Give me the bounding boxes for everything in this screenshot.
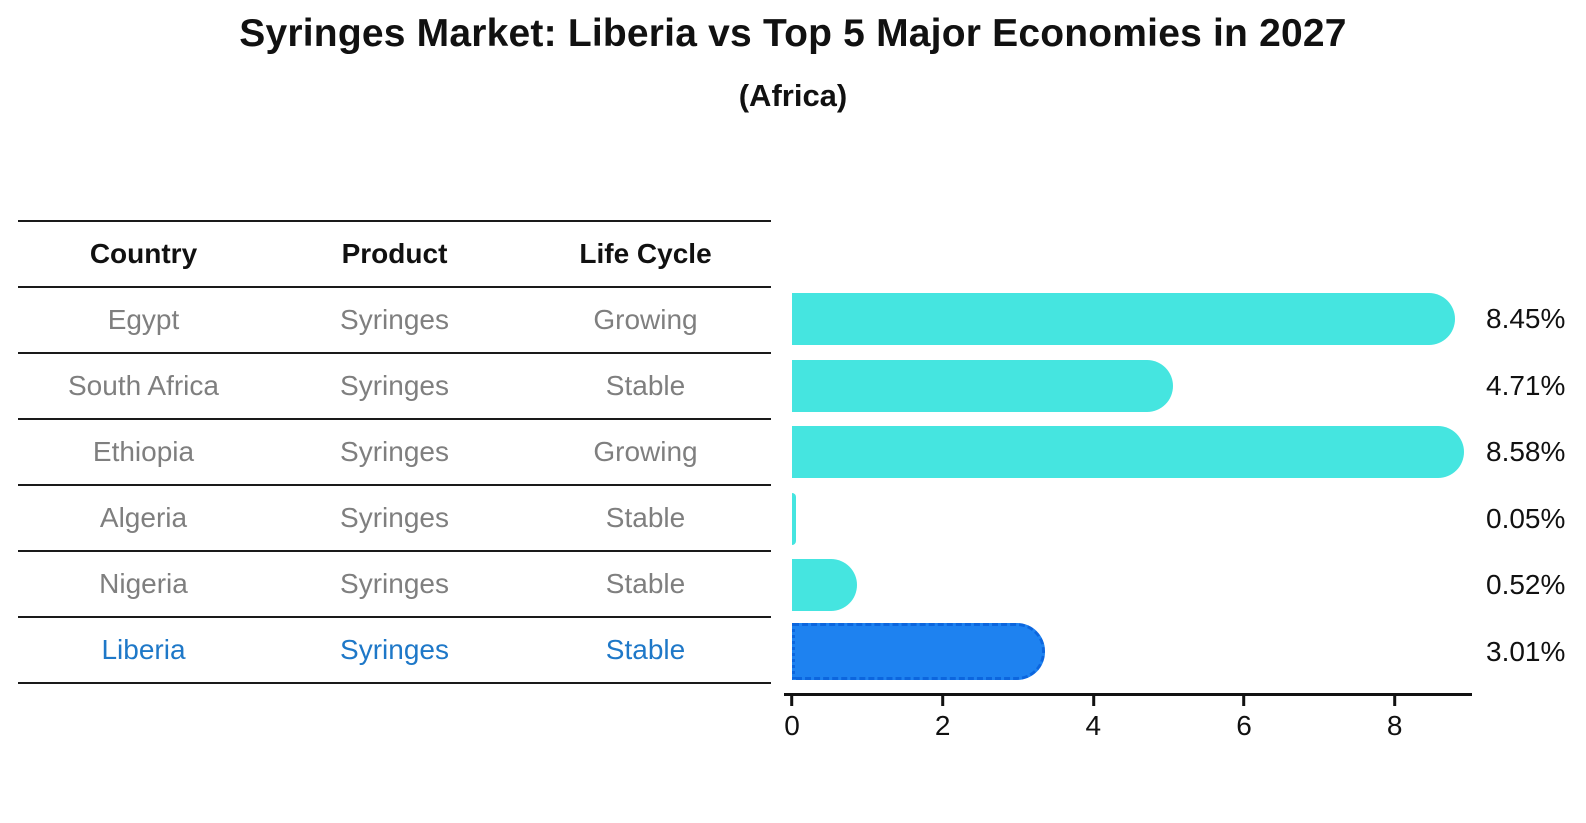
cell-lifecycle: Stable [605, 502, 686, 533]
chart-title: Syringes Market: Liberia vs Top 5 Major … [239, 12, 1347, 55]
tick-mark [1393, 694, 1397, 706]
bar-row-nigeria: 0.52% [792, 552, 1565, 619]
tick-label: 8 [1386, 710, 1403, 741]
table-row-south-africa: South Africa Syringes Stable [18, 353, 771, 419]
bar-row-egypt: 8.45% [792, 286, 1565, 353]
bar-row-algeria: 0.05% [792, 486, 1565, 553]
table-row-algeria: Algeria Syringes Stable [18, 485, 771, 551]
bar-value-label: 0.52% [1486, 569, 1566, 601]
bar-egypt [792, 293, 1455, 346]
cell-country: Ethiopia [92, 436, 195, 467]
tick-mark [1242, 694, 1246, 706]
bar-value-label: 4.71% [1486, 369, 1566, 401]
tick-label: 2 [934, 710, 951, 741]
table-row-egypt: Egypt Syringes Growing [18, 287, 771, 353]
bar-value-label: 0.05% [1486, 502, 1566, 534]
cell-product: Syringes [340, 370, 449, 401]
bar-ethiopia [792, 426, 1465, 479]
x-axis-tick-2: 2 [934, 694, 951, 742]
cell-lifecycle: Growing [593, 304, 698, 335]
bar-row-ethiopia: 8.58% [792, 419, 1565, 486]
tick-mark [1091, 694, 1095, 706]
tick-mark [941, 694, 945, 706]
column-header-country: Country [89, 238, 198, 269]
bar-nigeria [792, 559, 858, 612]
bar-row-liberia: 3.01% [792, 619, 1565, 686]
column-header-product: Product [341, 238, 448, 269]
bar-row-south-africa: 4.71% [792, 353, 1565, 420]
table-row-nigeria: Nigeria Syringes Stable [18, 551, 771, 617]
country-info-table: Country Product Life Cycle Egypt Syringe… [18, 220, 771, 684]
cell-lifecycle: Growing [593, 436, 698, 467]
bar-chart: 8.45% 4.71% 8.58% 0.05% 0.52% 3.01% [792, 286, 1565, 686]
x-axis-tick-8: 8 [1386, 694, 1403, 742]
bar-value-label: 3.01% [1486, 635, 1566, 667]
cell-product: Syringes [340, 568, 449, 599]
table-header-row: Country Product Life Cycle [18, 221, 771, 287]
x-axis-line [784, 693, 1472, 696]
x-axis-tick-6: 6 [1236, 694, 1252, 742]
column-header-lifecycle: Life Cycle [579, 238, 712, 269]
cell-product: Syringes [340, 502, 449, 533]
table-row-ethiopia: Ethiopia Syringes Growing [18, 419, 771, 485]
cell-product: Syringes [340, 304, 449, 335]
bar-algeria [792, 492, 796, 545]
x-axis-tick-4: 4 [1085, 694, 1102, 742]
x-axis-ticks: 0 2 4 6 8 [784, 694, 1470, 754]
bar-liberia-highlighted [792, 623, 1045, 681]
chart-subtitle: (Africa) [738, 78, 848, 113]
bar-south-africa [792, 359, 1173, 412]
table-row-liberia: Liberia Syringes Stable [18, 617, 771, 683]
cell-lifecycle: Stable [605, 370, 686, 401]
cell-country: South Africa [68, 370, 219, 401]
cell-product: Syringes [340, 436, 449, 467]
cell-product: Syringes [340, 634, 449, 665]
cell-country: Nigeria [99, 568, 188, 599]
cell-country: Egypt [107, 304, 180, 335]
tick-label: 6 [1236, 710, 1252, 741]
bar-value-label: 8.58% [1486, 436, 1566, 468]
tick-mark [790, 694, 794, 706]
cell-country: Liberia [101, 634, 186, 665]
cell-country: Algeria [99, 502, 188, 533]
tick-label: 4 [1085, 710, 1102, 741]
x-axis-tick-0: 0 [784, 694, 800, 742]
cell-lifecycle: Stable [605, 634, 686, 665]
cell-lifecycle: Stable [605, 568, 686, 599]
tick-label: 0 [784, 710, 800, 741]
bar-value-label: 8.45% [1486, 303, 1566, 335]
